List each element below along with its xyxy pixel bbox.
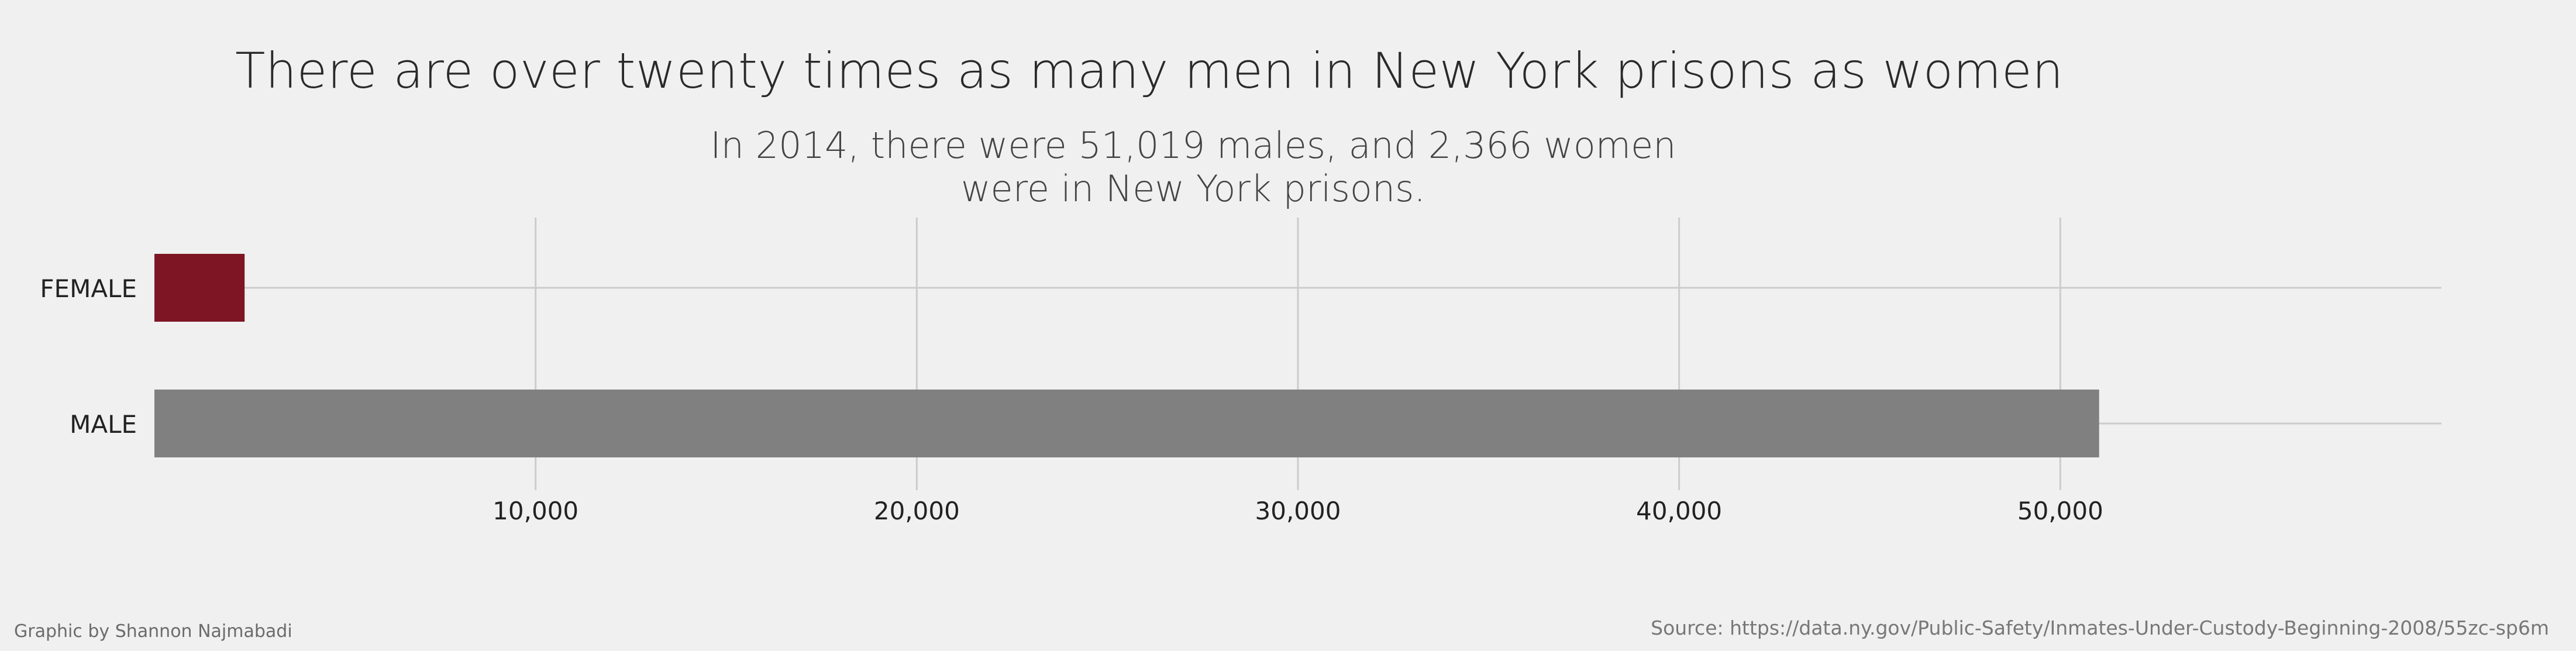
chart-subtitle: In 2014, there were 51,019 males, and 2,…	[710, 124, 1676, 210]
source-note: Source: https://data.ny.gov/Public-Safet…	[1651, 616, 2549, 639]
x-tick-label: 50,000	[2017, 497, 2103, 525]
category-label: FEMALE	[40, 274, 137, 303]
x-tick-label: 30,000	[1255, 497, 1341, 525]
category-label: MALE	[70, 410, 137, 439]
graphic-credit: Graphic by Shannon Najmabadi	[14, 621, 292, 642]
chart-title: There are over twenty times as many men …	[235, 42, 2064, 99]
bar-female	[154, 254, 245, 322]
x-tick-label: 20,000	[874, 497, 960, 525]
bar-male	[154, 390, 2099, 457]
x-tick-label: 10,000	[493, 497, 578, 525]
x-tick-label: 40,000	[1636, 497, 1722, 525]
